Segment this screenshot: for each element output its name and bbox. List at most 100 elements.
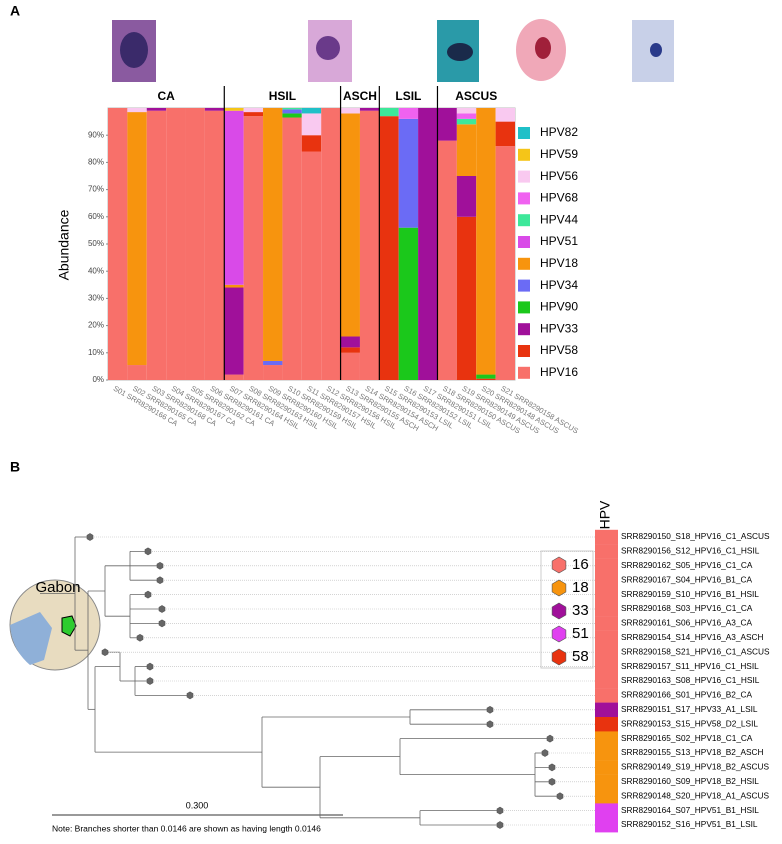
tip [144,590,152,599]
leaf-label: SRR8290149_S19_HPV18_B2_ASCUS [621,762,770,772]
leaf-label: SRR8290154_S14_HPV16_A3_ASCH [621,632,764,642]
type-strip [595,616,618,631]
bar-segment [282,109,302,114]
bar-segment [359,108,380,111]
legend-label: HPV33 [540,321,578,335]
bar-segment [379,116,399,380]
nucleus [120,32,148,68]
type-strip [595,817,618,833]
bar-segment [340,336,360,348]
bar-segment [359,110,380,380]
type-strip [595,745,618,761]
legend-swatch [518,236,530,248]
nucleus [650,43,662,57]
tip [156,561,164,570]
leaf-label: SRR8290156_S12_HPV16_C1_HSIL [621,546,760,556]
bar-segment [243,112,264,117]
y-tick-label: 40% [88,266,104,275]
tip [541,749,549,757]
leaf-label: SRR8290158_S21_HPV16_C1_ASCUS [621,646,770,656]
bar-segment [495,121,515,147]
bar-segment [263,108,283,361]
bar-segment [476,378,496,380]
bar-segment [146,110,167,380]
bar-segment [456,216,477,380]
bar-segment [456,176,477,217]
tip [144,547,152,556]
leaf-label: SRR8290148_S20_HPV18_A1_ASCUS [621,790,770,800]
tip [146,677,154,685]
legend-label: HPV51 [540,234,578,248]
map-label: Gabon [35,579,80,596]
legend-label: HPV58 [540,343,578,357]
bar-segment [321,108,341,380]
type-strip [595,558,618,574]
type-strip [595,645,618,660]
bar-segment [146,108,167,111]
nucleus [535,37,551,59]
legend-swatch [518,192,530,205]
legend-swatch [518,170,530,183]
legend-icon [551,556,567,574]
type-strip [595,774,618,790]
bar-segment [301,108,322,114]
tip [486,720,494,729]
bar-segment [301,113,322,136]
y-tick-label: 50% [88,239,104,248]
y-tick-label: 90% [88,130,104,139]
legend-swatch [518,257,530,270]
leaf-label: SRR8290152_S16_HPV51_B1_LSIL [621,819,758,829]
leaf-label: SRR8290160_S09_HPV18_B2_HSIL [621,776,759,786]
tip [136,633,144,642]
bar-segment [495,108,515,122]
leaf-label: SRR8290150_S18_HPV16_C1_ASCUS [621,531,770,541]
bar-segment [108,108,128,380]
type-strip [595,760,618,775]
legend-label: 33 [572,602,589,619]
legend-label: HPV68 [540,191,578,205]
tip [546,734,554,743]
legend-swatch [518,148,530,161]
leaf-label: SRR8290161_S06_HPV16_A3_CA [621,618,752,628]
bar-segment [418,108,438,380]
bar-segment [204,108,225,111]
leaf-label: SRR8290162_S05_HPV16_C1_CA [621,560,753,570]
y-tick-label: 0% [92,375,104,384]
leaf-label: SRR8290165_S02_HPV18_C1_CA [621,733,753,743]
group-label: HSIL [269,89,296,103]
tip [86,533,94,541]
abundance-chart: Abundance 0%10%20%30%40%50%60%70%80%90%S… [56,86,580,435]
legend-label: HPV16 [540,365,578,379]
bar-segment [243,108,264,113]
legend-box [540,550,594,669]
legend-label: HPV82 [540,125,578,139]
bar-segment [437,108,457,141]
type-strip [595,630,618,646]
legend-label: HPV44 [540,212,578,226]
bar-segment [379,108,399,117]
bar-segment [398,118,419,228]
tip [186,691,194,700]
type-strip [595,688,618,703]
tip [158,605,166,613]
type-strip [595,529,618,545]
legend-swatch [518,345,530,357]
panel-label: B [10,459,20,475]
nucleus [316,36,340,60]
phylogenetic-tree: HPV Gabon 0.300 Note: Branches shorter t… [9,500,770,833]
legend-label: HPV59 [540,147,578,161]
bar-segment [282,117,302,381]
bar-segment [224,284,244,288]
bar-segment [127,365,147,380]
legend-icon [551,579,567,597]
group-label: CA [157,89,175,103]
type-strip [595,789,618,804]
legend-swatch [518,323,530,336]
type-strip [595,573,618,588]
bar-segment [398,108,419,119]
bar-segment [340,347,360,353]
bar-segment [495,146,515,380]
type-strip [595,659,618,674]
tip [496,806,504,815]
type-strip [595,544,618,559]
